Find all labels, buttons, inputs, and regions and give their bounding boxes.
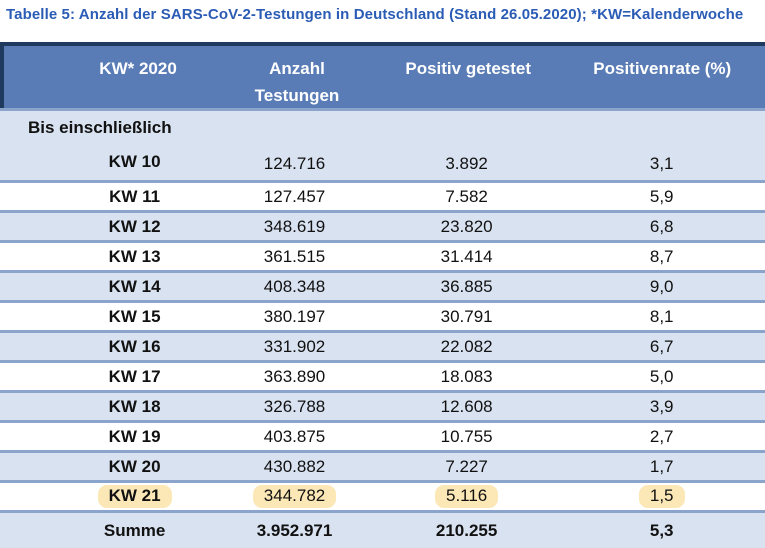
- tests-cell: 363.890: [263, 366, 326, 386]
- tests-cell: 326.788: [263, 396, 326, 416]
- table-row-kw15: KW 15 380.197 30.791 8,1: [0, 300, 765, 330]
- positive-cell: 7.227: [445, 456, 488, 476]
- highlight-positive: 5.116: [434, 485, 499, 508]
- col-header-tests-line2: Testungen: [254, 86, 340, 105]
- kw-cell: KW 16: [108, 336, 161, 356]
- positive-cell: 3.892: [445, 154, 488, 173]
- table-row-kw12: KW 12 348.619 23.820 6,8: [0, 210, 765, 240]
- table-row-kw13: KW 13 361.515 31.414 8,7: [0, 240, 765, 270]
- rate-cell: 5,9: [649, 186, 674, 206]
- rate-cell: 3,9: [649, 396, 674, 416]
- total-rate-cell: 5,3: [649, 520, 674, 540]
- highlight-rate: 1,5: [638, 485, 685, 508]
- table-row-kw19: KW 19 403.875 10.755 2,7: [0, 420, 765, 450]
- highlight-tests: 344.782: [252, 485, 337, 508]
- table-row-kw21-highlighted: KW 21 344.782 5.116 1,5: [0, 480, 765, 510]
- rate-cell: 8,7: [649, 246, 674, 266]
- rate-cell: 8,1: [649, 306, 674, 326]
- rate-cell: 6,8: [649, 216, 674, 236]
- table-row-kw16: KW 16 331.902 22.082 6,7: [0, 330, 765, 360]
- positive-cell: 31.414: [440, 246, 493, 266]
- rate-cell: 1,5: [558, 485, 765, 508]
- positive-cell: 7.582: [445, 186, 488, 206]
- tests-cell: 361.515: [263, 246, 326, 266]
- rate-cell: 2,7: [649, 426, 674, 446]
- kw-cell: KW 12: [108, 216, 161, 236]
- positive-cell: 30.791: [440, 306, 493, 326]
- table-header-row: KW* 2020 Anzahl Testungen Positiv getest…: [0, 42, 765, 108]
- tests-cell: 124.716: [263, 154, 326, 173]
- rate-cell: 6,7: [649, 336, 674, 356]
- kw-cell: KW 19: [108, 426, 161, 446]
- total-label: Summe: [103, 520, 166, 540]
- table-row-kw10: Bis einschließlich KW 10 124.716 3.892 3…: [0, 108, 765, 180]
- total-positive-cell: 210.255: [435, 520, 498, 540]
- kw-cell: Bis einschließlich KW 10: [0, 111, 214, 174]
- col-header-rate: Positivenrate (%): [593, 59, 732, 78]
- tests-cell: 430.882: [263, 456, 326, 476]
- tests-cell: 127.457: [263, 186, 326, 206]
- kw-label: KW 10: [108, 152, 161, 171]
- col-header-tests-line1: Anzahl: [269, 59, 325, 78]
- highlight-kw: KW 21: [97, 485, 172, 508]
- tests-cell: 380.197: [263, 306, 326, 326]
- kw-cell: KW 20: [108, 456, 161, 476]
- kw-cell: KW 18: [108, 396, 161, 416]
- total-tests-cell: 3.952.971: [256, 520, 333, 540]
- positive-cell: 12.608: [440, 396, 493, 416]
- col-header-positive: Positiv getestet: [405, 59, 532, 78]
- kw-cell: KW 21: [0, 485, 214, 508]
- table-row-kw18: KW 18 326.788 12.608 3,9: [0, 390, 765, 420]
- kw-cell: KW 14: [108, 276, 161, 296]
- table-row-kw20: KW 20 430.882 7.227 1,7: [0, 450, 765, 480]
- col-header-tests: Anzahl Testungen: [217, 55, 377, 109]
- positive-cell: 10.755: [440, 426, 493, 446]
- rate-cell: 9,0: [649, 276, 674, 296]
- table-row-kw14: KW 14 408.348 36.885 9,0: [0, 270, 765, 300]
- row-prefix-label: Bis einschließlich: [28, 118, 172, 137]
- positive-cell: 5.116: [375, 485, 559, 508]
- tests-cell: 403.875: [263, 426, 326, 446]
- table-row-total: Summe 3.952.971 210.255 5,3: [0, 510, 765, 548]
- kw-cell: KW 11: [109, 186, 161, 206]
- positive-cell: 23.820: [440, 216, 493, 236]
- kw-cell: KW 15: [108, 306, 161, 326]
- positive-cell: 18.083: [440, 366, 493, 386]
- col-header-kw: KW* 2020: [99, 59, 177, 78]
- table-row-kw17: KW 17 363.890 18.083 5,0: [0, 360, 765, 390]
- table-row-kw11: KW 11 127.457 7.582 5,9: [0, 180, 765, 210]
- kw-cell: KW 17: [108, 366, 161, 386]
- positive-cell: 22.082: [440, 336, 493, 356]
- testing-table: KW* 2020 Anzahl Testungen Positiv getest…: [0, 42, 765, 548]
- tests-cell: 344.782: [214, 485, 375, 508]
- kw-cell: KW 13: [108, 246, 161, 266]
- rate-cell: 1,7: [649, 456, 674, 476]
- tests-cell: 348.619: [263, 216, 326, 236]
- rate-cell: 5,0: [649, 366, 674, 386]
- rate-cell: 3,1: [649, 154, 674, 173]
- tests-cell: 408.348: [263, 276, 326, 296]
- tests-cell: 331.902: [263, 336, 326, 356]
- positive-cell: 36.885: [440, 276, 493, 296]
- table-caption: Tabelle 5: Anzahl der SARS-CoV-2-Testung…: [6, 6, 744, 23]
